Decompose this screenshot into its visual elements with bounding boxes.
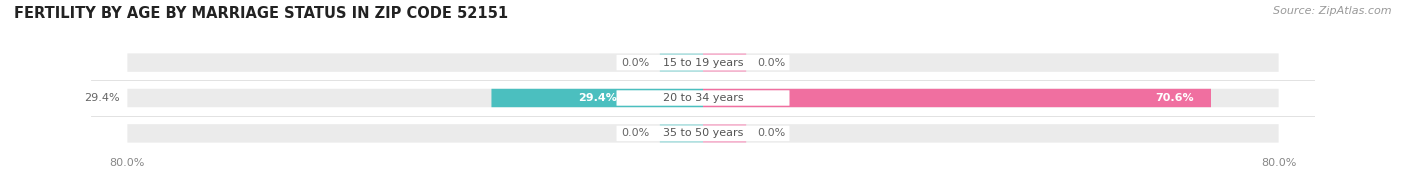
FancyBboxPatch shape [128,53,1278,72]
Text: 0.0%: 0.0% [756,128,785,138]
Text: 0.0%: 0.0% [756,58,785,68]
FancyBboxPatch shape [616,55,790,70]
Text: FERTILITY BY AGE BY MARRIAGE STATUS IN ZIP CODE 52151: FERTILITY BY AGE BY MARRIAGE STATUS IN Z… [14,6,508,21]
FancyBboxPatch shape [659,124,703,143]
Text: 35 to 50 years: 35 to 50 years [662,128,744,138]
FancyBboxPatch shape [616,126,790,141]
FancyBboxPatch shape [703,53,747,72]
Text: 20 to 34 years: 20 to 34 years [662,93,744,103]
Text: 0.0%: 0.0% [621,128,650,138]
FancyBboxPatch shape [492,89,703,107]
FancyBboxPatch shape [128,124,1278,143]
Text: 29.4%: 29.4% [578,93,617,103]
Text: 15 to 19 years: 15 to 19 years [662,58,744,68]
FancyBboxPatch shape [659,53,703,72]
FancyBboxPatch shape [703,89,1211,107]
Text: Source: ZipAtlas.com: Source: ZipAtlas.com [1274,6,1392,16]
Text: 70.6%: 70.6% [1156,93,1194,103]
FancyBboxPatch shape [616,90,790,106]
Text: 29.4%: 29.4% [84,93,120,103]
FancyBboxPatch shape [703,124,747,143]
Text: 0.0%: 0.0% [621,58,650,68]
FancyBboxPatch shape [128,89,1278,107]
